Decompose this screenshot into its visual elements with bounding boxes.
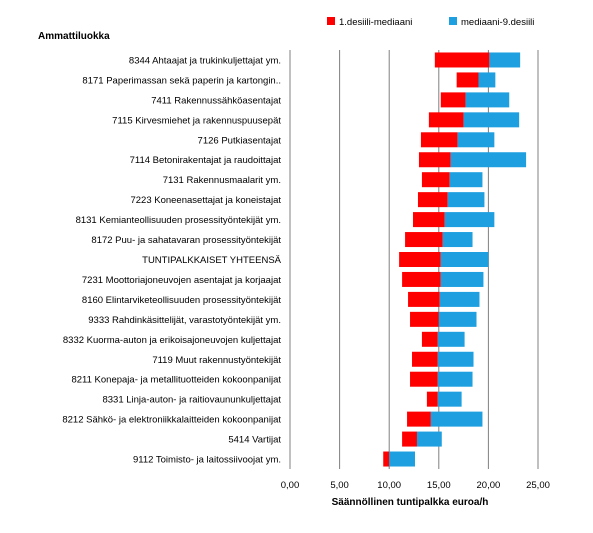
bar-low-median <box>383 451 390 467</box>
category-label: 7115 Kirvesmiehet ja rakennuspuusepät <box>112 115 281 126</box>
bar-median-high <box>442 232 473 248</box>
bar-low-median <box>410 371 438 387</box>
bar-low-median <box>402 271 441 287</box>
bar-median-high <box>440 271 484 287</box>
x-tick-label: 5,00 <box>330 480 349 491</box>
bar-median-high <box>389 451 415 467</box>
x-tick-label: 0,00 <box>281 480 300 491</box>
bar-low-median <box>426 391 438 407</box>
bar-median-high <box>439 291 480 307</box>
bar-low-median <box>399 252 441 267</box>
category-label: 8171 Paperimassan sekä paperin ja karton… <box>82 75 281 86</box>
x-tick-label: 20,00 <box>477 480 501 491</box>
category-label: TUNTIPALKKAISET YHTEENSÄ <box>142 255 282 266</box>
x-axis-tick-labels: 0,00 5,00 10,00 15,00 20,00 25,00 <box>281 480 550 491</box>
bar-median-high <box>437 351 474 367</box>
category-label: 7411 Rakennussähköasentajat <box>151 95 281 106</box>
category-label: 9112 Toimisto- ja laitossiivoojat ym. <box>133 455 281 466</box>
bar-median-high <box>437 331 465 347</box>
bar-low-median <box>417 192 448 208</box>
bar-low-median <box>440 92 466 108</box>
category-label: 5414 Vartijat <box>228 435 281 446</box>
legend-label-low-median: 1.desiili-mediaani <box>339 17 412 28</box>
category-label: 7119 Muut rakennustyöntekijät <box>152 355 281 366</box>
x-tick-label: 15,00 <box>427 480 451 491</box>
bar-median-high <box>438 311 477 327</box>
bar-median-high <box>444 212 495 228</box>
bar-low-median <box>402 431 417 447</box>
category-label: 7114 Betonirakentajat ja raudoittajat <box>130 155 282 166</box>
chart-title: Ammattiluokka <box>38 31 110 42</box>
bar-median-high <box>465 92 510 108</box>
bar-low-median <box>456 72 479 88</box>
category-label: 8212 Sähkö- ja elektroniikkalaitteiden k… <box>62 415 281 426</box>
legend-swatch-median-high <box>449 17 457 25</box>
bars <box>383 52 527 467</box>
bar-median-high <box>450 152 527 168</box>
bar-median-high <box>447 192 485 208</box>
bar-median-high <box>463 112 520 128</box>
category-label: 9333 Rahdinkäsittelijät, varastotyönteki… <box>88 315 281 326</box>
bar-low-median <box>420 132 458 148</box>
bar-low-median <box>434 52 490 68</box>
bar-low-median <box>405 232 443 248</box>
bar-low-median <box>412 351 438 367</box>
category-label: 7126 Putkiasentajat <box>198 135 282 146</box>
bar-median-high <box>449 172 483 188</box>
category-labels: 8344 Ahtaajat ja trukinkuljettajat ym. 81… <box>62 55 281 465</box>
x-axis-label: Säännöllinen tuntipalkka euroa/h <box>332 497 489 508</box>
x-tick-label: 10,00 <box>377 480 401 491</box>
bar-low-median <box>428 112 464 128</box>
legend: 1.desiili-mediaani mediaani-9.desiili <box>327 17 534 28</box>
bar-median-high <box>440 252 489 267</box>
legend-swatch-low-median <box>327 17 335 25</box>
bar-low-median <box>418 152 451 168</box>
category-label: 8332 Kuorma-auton ja erikoisajoneuvojen … <box>63 335 281 346</box>
bar-low-median <box>421 172 450 188</box>
category-label: 8172 Puu- ja sahatavaran prosessityöntek… <box>91 235 281 246</box>
legend-label-median-high: mediaani-9.desiili <box>461 17 534 28</box>
bar-low-median <box>407 411 431 427</box>
bar-median-high <box>489 52 521 68</box>
bar-low-median <box>413 212 445 228</box>
bar-median-high <box>430 411 483 427</box>
bar-median-high <box>437 371 473 387</box>
bar-median-high <box>416 431 442 447</box>
bar-median-high <box>478 72 496 88</box>
category-label: 8131 Kemianteollisuuden prosessityönteki… <box>76 215 281 226</box>
category-label: 7231 Moottoriajoneuvojen asentajat ja ko… <box>82 275 281 286</box>
category-label: 7223 Koneenasettajat ja koneistajat <box>130 195 281 206</box>
category-label: 8331 Linja-auton- ja raitiovaununkuljett… <box>102 395 281 406</box>
category-label: 8344 Ahtaajat ja trukinkuljettajat ym. <box>129 55 281 66</box>
bar-low-median <box>421 331 438 347</box>
category-label: 8211 Konepaja- ja metallituotteiden koko… <box>71 375 281 386</box>
category-label: 8160 Elintarviketeollisuuden prosessityö… <box>82 295 281 306</box>
x-tick-label: 25,00 <box>526 480 550 491</box>
bar-median-high <box>457 132 495 148</box>
category-label: 7131 Rakennusmaalarit ym. <box>163 175 281 186</box>
bar-median-high <box>437 391 462 407</box>
bar-low-median <box>410 311 439 327</box>
bar-low-median <box>408 291 440 307</box>
